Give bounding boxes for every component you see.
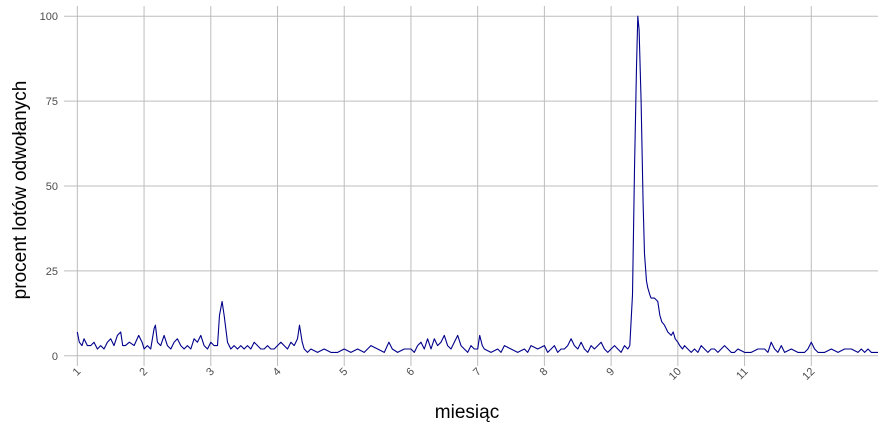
x-tick-label: 5 (338, 366, 351, 379)
x-tick-label: 11 (734, 366, 751, 383)
x-tick-label: 3 (204, 366, 217, 379)
x-tick-label: 1 (71, 366, 84, 379)
y-tick-label: 100 (40, 11, 58, 23)
series-line (76, 15, 878, 353)
vertical-gridlines (76, 6, 812, 366)
x-tick-label: 12 (800, 366, 817, 383)
x-axis-title: miesiąc (435, 402, 499, 423)
x-tick-label: 2 (137, 366, 150, 379)
y-tick-label: 75 (46, 96, 58, 108)
x-axis-tick-labels: 1 2 3 4 5 6 7 8 9 10 11 12 (71, 366, 818, 383)
x-tick-label: 8 (538, 366, 551, 379)
x-tick-label: 6 (404, 366, 417, 379)
y-tick-label: 50 (46, 181, 58, 193)
y-tick-label: 0 (52, 351, 58, 363)
x-tick-label: 9 (604, 366, 617, 379)
y-axis-tick-labels: 0 25 50 75 100 (40, 11, 58, 363)
x-tick-label: 10 (667, 366, 684, 383)
x-tick-label: 7 (471, 366, 484, 379)
x-tick-label: 4 (271, 366, 284, 379)
y-tick-label: 25 (46, 266, 58, 278)
y-axis-title: procent lotów odwołanych (10, 81, 31, 300)
horizontal-gridlines (64, 15, 878, 357)
